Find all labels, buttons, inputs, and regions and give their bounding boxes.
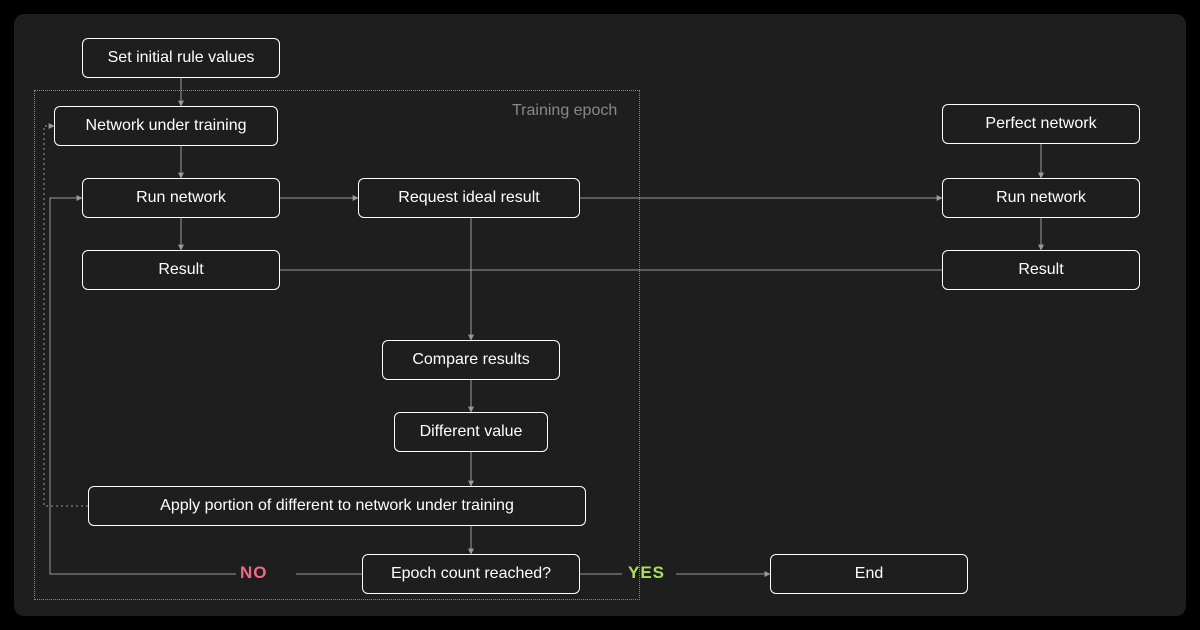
node-end: End — [770, 554, 968, 594]
node-apply-portion: Apply portion of different to network un… — [88, 486, 586, 526]
node-compare-results: Compare results — [382, 340, 560, 380]
node-perfect-network: Perfect network — [942, 104, 1140, 144]
node-network-under-training: Network under training — [54, 106, 278, 146]
edge-label-no: NO — [240, 563, 268, 583]
node-run-network-right: Run network — [942, 178, 1140, 218]
node-different-value: Different value — [394, 412, 548, 452]
node-request-ideal-result: Request ideal result — [358, 178, 580, 218]
node-result-left: Result — [82, 250, 280, 290]
node-result-right: Result — [942, 250, 1140, 290]
diagram-canvas: Training epoch Set initial rule values N… — [14, 14, 1186, 616]
node-run-network-left: Run network — [82, 178, 280, 218]
node-epoch-count-reached: Epoch count reached? — [362, 554, 580, 594]
edge-label-yes: YES — [628, 563, 665, 583]
node-set-initial: Set initial rule values — [82, 38, 280, 78]
